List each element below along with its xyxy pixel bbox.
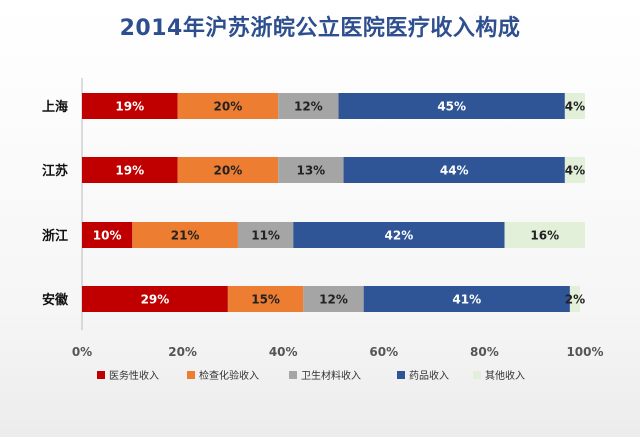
- data-label: 20%: [214, 100, 243, 114]
- data-label: 20%: [214, 164, 243, 178]
- bar-segment: [564, 93, 585, 119]
- category-label: 上海: [42, 99, 68, 115]
- bar-segment: [343, 157, 565, 183]
- bar-segment: [363, 286, 570, 312]
- data-label: 19%: [115, 100, 144, 114]
- data-label: 19%: [115, 164, 144, 178]
- bar-segment: [82, 222, 133, 248]
- data-label: 11%: [251, 229, 280, 243]
- data-label: 42%: [385, 229, 414, 243]
- bar-segment: [82, 93, 178, 119]
- category-label: 浙江: [42, 228, 68, 244]
- x-tick-label: 0%: [72, 345, 92, 359]
- bar-segment: [227, 286, 304, 312]
- legend-swatch: [187, 371, 195, 379]
- x-tick-label: 80%: [470, 345, 499, 359]
- bar-segment: [338, 93, 565, 119]
- data-label: 10%: [93, 229, 122, 243]
- x-tick-label: 60%: [369, 345, 398, 359]
- legend-label: 医务性收入: [109, 369, 159, 382]
- bar-segment: [82, 286, 228, 312]
- x-tick-label: 100%: [566, 345, 603, 359]
- data-label: 4%: [565, 100, 585, 114]
- bar-segment: [177, 93, 279, 119]
- data-label: 13%: [296, 164, 325, 178]
- legend-label: 卫生材料收入: [301, 369, 361, 382]
- legend-swatch: [397, 371, 405, 379]
- legend-label: 其他收入: [485, 369, 525, 382]
- data-label: 44%: [440, 164, 469, 178]
- data-label: 29%: [141, 293, 170, 307]
- data-label: 4%: [565, 164, 585, 178]
- category-label: 江苏: [42, 163, 68, 179]
- bar-segment: [504, 222, 585, 248]
- x-tick-label: 40%: [269, 345, 298, 359]
- data-label: 45%: [437, 100, 466, 114]
- bar-segment: [293, 222, 505, 248]
- legend-swatch: [97, 371, 105, 379]
- data-label: 16%: [530, 229, 559, 243]
- legend-label: 检查化验收入: [199, 369, 259, 382]
- bar-segment: [132, 222, 238, 248]
- x-tick-label: 20%: [168, 345, 197, 359]
- chart-title: 2014年沪苏浙皖公立医院医疗收入构成: [119, 16, 521, 41]
- data-label: 41%: [452, 293, 481, 307]
- data-label: 12%: [319, 293, 348, 307]
- bar-segment: [564, 157, 585, 183]
- bar-segment: [569, 286, 580, 312]
- data-label: 15%: [251, 293, 280, 307]
- bar-segment: [237, 222, 294, 248]
- legend-swatch: [473, 371, 481, 379]
- data-label: 2%: [565, 293, 585, 307]
- legend-swatch: [289, 371, 297, 379]
- data-label: 12%: [294, 100, 323, 114]
- data-label: 21%: [171, 229, 200, 243]
- bar-segment: [82, 157, 178, 183]
- legend-label: 药品收入: [409, 369, 449, 382]
- bar-segment: [303, 286, 364, 312]
- bar-segment: [278, 93, 339, 119]
- bar-segment: [278, 157, 344, 183]
- bar-segment: [177, 157, 279, 183]
- category-label: 安徽: [42, 292, 69, 308]
